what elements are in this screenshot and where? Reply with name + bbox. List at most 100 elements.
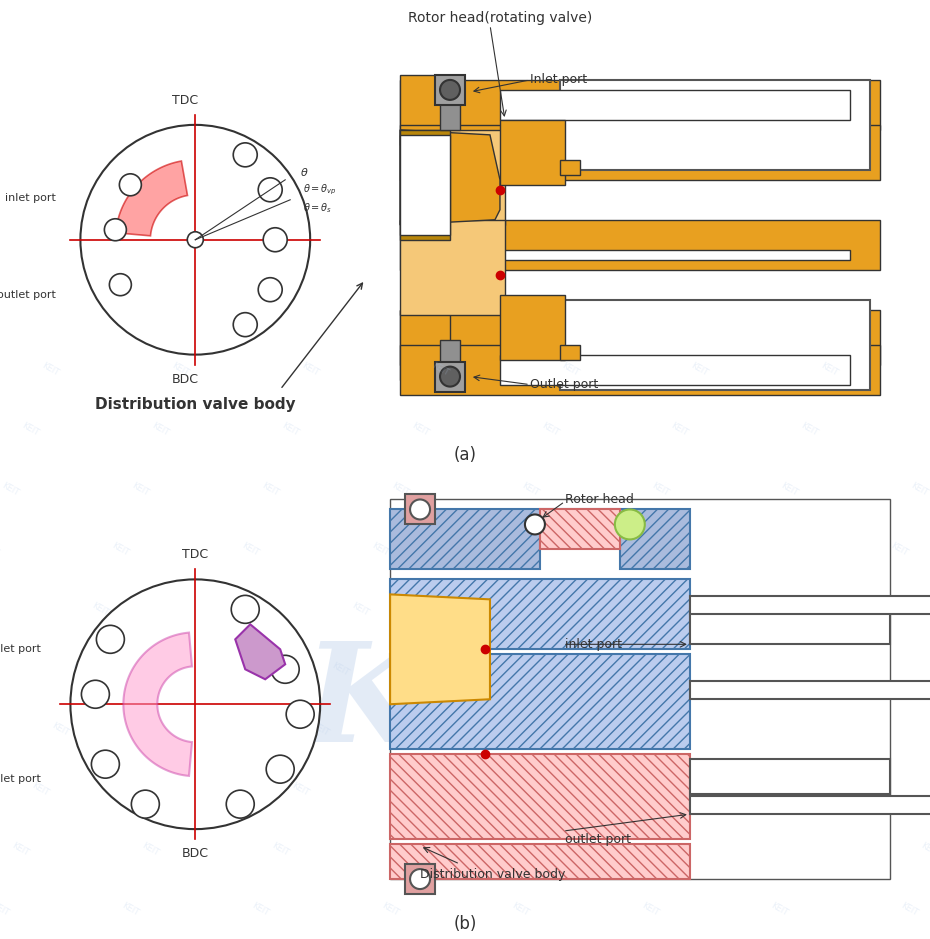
Text: KEIT: KEIT	[769, 901, 790, 917]
Text: KEIT: KEIT	[550, 780, 570, 797]
Text: KEIT: KEIT	[499, 541, 520, 558]
Text: KEIT: KEIT	[480, 601, 500, 618]
Text: (b): (b)	[453, 915, 477, 933]
Circle shape	[410, 500, 430, 519]
Bar	[435, 75, 465, 105]
Circle shape	[263, 228, 287, 252]
Bar	[400, 345, 880, 394]
Polygon shape	[115, 162, 188, 236]
Bar	[690, 609, 890, 644]
Bar	[400, 130, 505, 224]
Text: Inlet port: Inlet port	[530, 73, 587, 86]
Bar	[440, 100, 460, 130]
Circle shape	[233, 313, 258, 337]
Circle shape	[272, 655, 299, 684]
Polygon shape	[540, 510, 619, 549]
Circle shape	[97, 625, 125, 654]
Text: KEIT: KEIT	[849, 661, 870, 678]
Text: KEIT: KEIT	[520, 481, 540, 498]
Polygon shape	[390, 594, 490, 704]
Text: KEIT: KEIT	[650, 481, 670, 498]
Text: KEIT: KEIT	[20, 421, 41, 438]
Text: KEIT: KEIT	[440, 721, 460, 738]
Circle shape	[440, 366, 460, 387]
Text: KEIT: KEIT	[220, 601, 240, 618]
Text: outlet port: outlet port	[0, 290, 56, 300]
Bar	[400, 130, 450, 239]
Text: KEIT: KEIT	[739, 601, 760, 618]
Bar	[405, 864, 435, 894]
Bar	[500, 250, 850, 260]
Text: KEIT: KEIT	[390, 481, 410, 498]
Polygon shape	[390, 510, 690, 569]
Text: (a): (a)	[454, 445, 476, 464]
Text: KEIT: KEIT	[180, 721, 201, 738]
Circle shape	[233, 143, 258, 167]
Text: KEIT: KEIT	[560, 362, 580, 378]
Bar	[560, 345, 580, 360]
Polygon shape	[390, 754, 690, 839]
Text: KEIT: KEIT	[270, 840, 290, 857]
Text: KEIT: KEIT	[140, 840, 161, 857]
Bar	[690, 596, 930, 614]
Text: KEIT: KEIT	[720, 661, 740, 678]
Bar	[400, 310, 450, 379]
Text: KEIT: KEIT	[120, 901, 140, 917]
Circle shape	[410, 870, 430, 889]
Text: TDC: TDC	[172, 94, 198, 107]
Text: KEIT: KEIT	[400, 840, 420, 857]
Text: Distribution valve body: Distribution valve body	[95, 397, 296, 412]
Text: KEIT: KEIT	[779, 481, 800, 498]
Text: KEIT: KEIT	[380, 901, 400, 917]
Text: KEIT: KEIT	[800, 421, 819, 438]
Text: KEIT: KEIT	[610, 601, 630, 618]
Bar	[560, 300, 870, 390]
Bar	[500, 90, 850, 120]
Text: KEIT: KEIT	[699, 721, 720, 738]
Text: KEIT: KEIT	[680, 780, 700, 797]
Text: KEIT: KEIT	[590, 661, 610, 678]
Polygon shape	[235, 624, 286, 679]
Polygon shape	[400, 130, 500, 224]
Text: KEIT: KEIT	[809, 780, 830, 797]
Text: KEIT: KEIT	[819, 362, 840, 378]
Text: KEIT: KEIT	[31, 780, 50, 797]
Text: Distribution valve body: Distribution valve body	[420, 868, 565, 881]
Circle shape	[226, 790, 254, 818]
Text: KEIT: KEIT	[0, 481, 20, 498]
Text: KEIT: KEIT	[111, 541, 130, 558]
Text: $\theta=\theta_{vp}$: $\theta=\theta_{vp}$	[303, 182, 337, 197]
Text: KEIT: KEIT	[10, 840, 31, 857]
Bar	[400, 310, 880, 364]
Text: KEIT: KEIT	[899, 901, 920, 917]
Bar	[440, 340, 460, 370]
Text: KEIT: KEIT	[350, 601, 370, 618]
Text: $\theta=\theta_{s}$: $\theta=\theta_{s}$	[303, 201, 332, 215]
Text: KEIT: KEIT	[640, 901, 660, 917]
Polygon shape	[390, 844, 690, 879]
Circle shape	[131, 790, 159, 818]
Text: KEIT: KEIT	[160, 780, 180, 797]
Text: Rotor head: Rotor head	[565, 493, 633, 506]
Polygon shape	[390, 579, 690, 649]
Text: KEIT: KEIT	[690, 362, 710, 378]
Bar	[400, 135, 450, 235]
Bar	[500, 120, 565, 185]
Bar	[690, 682, 930, 700]
Text: inlet port: inlet port	[0, 644, 40, 654]
Text: KEIT: KEIT	[300, 362, 320, 378]
Text: BDC: BDC	[181, 847, 209, 860]
Circle shape	[266, 755, 294, 783]
Text: KEIT: KEIT	[130, 481, 151, 498]
Text: Keit: Keit	[303, 638, 627, 771]
Circle shape	[110, 273, 131, 296]
Text: KEIT: KEIT	[330, 661, 351, 678]
Text: KEIT: KEIT	[71, 661, 90, 678]
Text: KEIT: KEIT	[170, 362, 191, 378]
Circle shape	[286, 700, 314, 729]
Circle shape	[119, 174, 141, 196]
Circle shape	[259, 278, 282, 301]
Circle shape	[82, 680, 110, 708]
Text: BDC: BDC	[172, 373, 199, 386]
Text: KEIT: KEIT	[630, 541, 650, 558]
